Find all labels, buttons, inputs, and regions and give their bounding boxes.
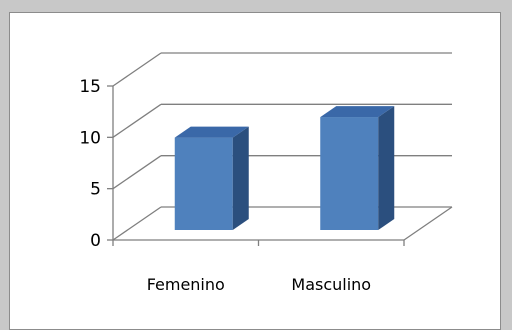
gridlines: [112, 52, 452, 241]
bar-top-face: [320, 106, 395, 118]
bar-side-face: [232, 126, 249, 230]
y-tick-label: 5: [90, 180, 101, 200]
chart-frame: [9, 12, 501, 330]
bar-front-face: [320, 117, 379, 230]
bar-top-face: [174, 126, 249, 138]
bar-femenino: [174, 126, 249, 230]
gridline-diagonal: [112, 206, 162, 241]
y-tick-label: 0: [90, 231, 101, 251]
left-border-band: [0, 0, 9, 330]
bar-masculino: [320, 106, 395, 230]
top-border-band: [0, 0, 512, 12]
right-border-band: [501, 0, 512, 330]
gridline-diagonal: [112, 155, 162, 190]
y-tick-label: 15: [79, 77, 101, 97]
x-category-label: Masculino: [291, 275, 371, 294]
y-tick-label: 10: [79, 128, 101, 148]
bar-front-face: [174, 137, 233, 230]
labels: 0 5 10 15 Femenino Masculino: [79, 77, 371, 294]
axes: [107, 85, 453, 246]
floor-right-edge: [403, 206, 453, 241]
gridline-diagonal: [112, 52, 162, 87]
bar-side-face: [378, 106, 395, 230]
x-category-label: Femenino: [147, 275, 225, 294]
bars: [174, 106, 395, 230]
gridline-diagonal: [112, 103, 162, 138]
